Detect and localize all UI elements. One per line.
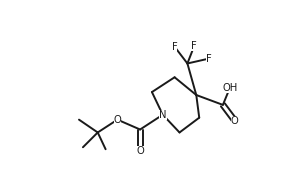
Text: F: F (206, 54, 212, 64)
Text: F: F (172, 42, 178, 52)
Text: O: O (231, 116, 239, 126)
Text: OH: OH (222, 83, 238, 93)
Text: N: N (159, 110, 166, 120)
Text: O: O (136, 146, 144, 156)
Text: F: F (191, 41, 197, 51)
Text: O: O (113, 115, 121, 125)
